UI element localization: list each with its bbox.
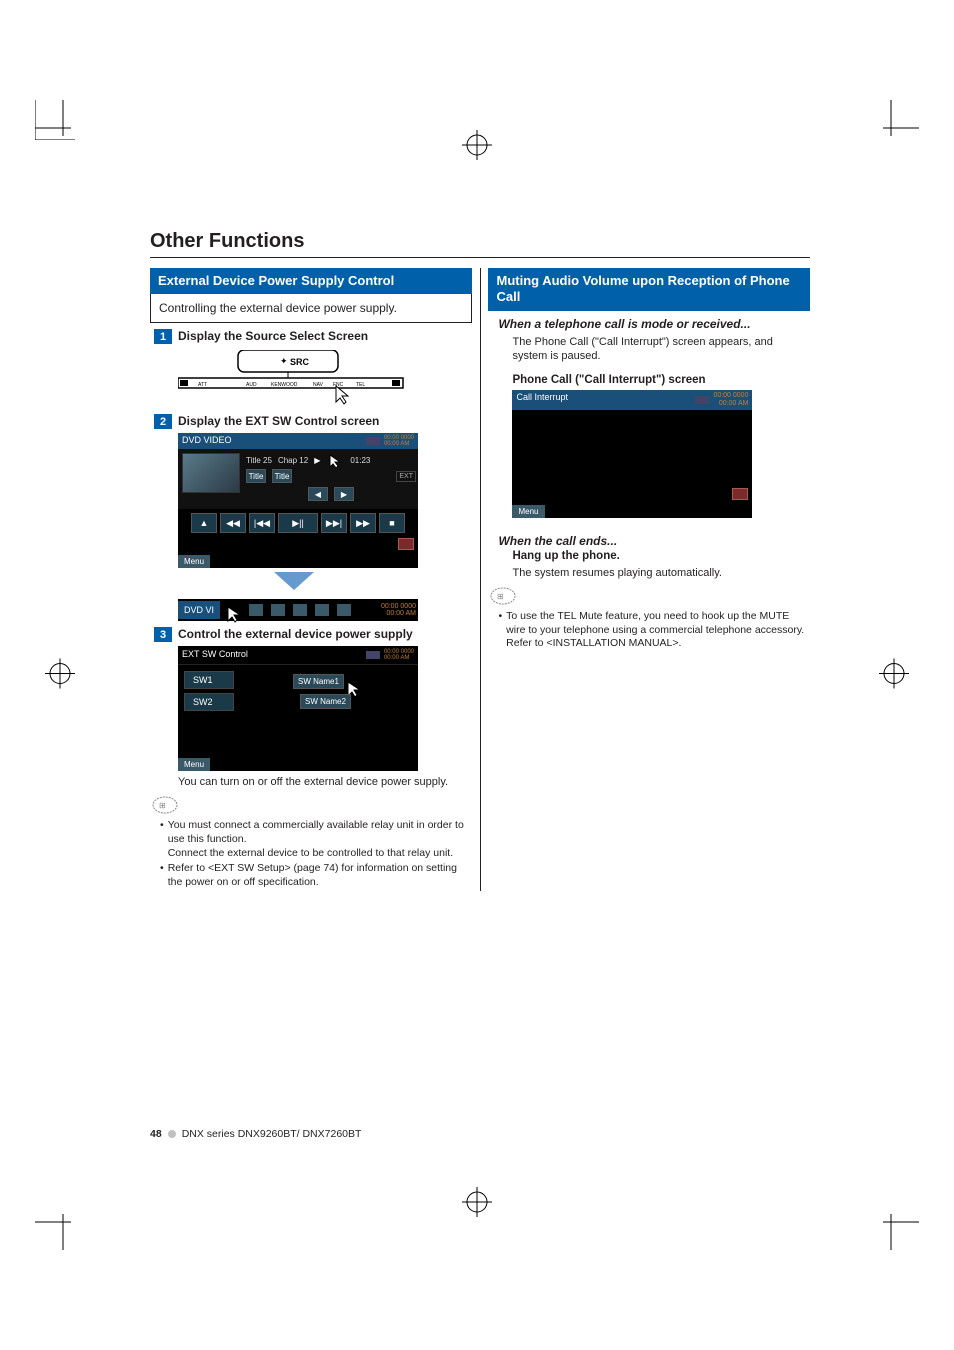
right-column: Muting Audio Volume upon Reception of Ph… [488,268,810,891]
svg-text:KENWOOD: KENWOOD [271,382,298,388]
screen-title: DVD VIDEO [182,435,232,447]
note-text: You must connect a commercially availabl… [168,819,472,860]
step-title: Display the EXT SW Control screen [178,414,379,428]
play-pause-icon[interactable]: ▶|| [278,513,318,533]
sw2-button[interactable]: SW2 [184,693,234,711]
svg-text:FNC: FNC [333,382,344,388]
screen-title: Call Interrupt [516,392,568,407]
note-text: To use the TEL Mute feature, you need to… [506,610,810,651]
step-1: 1 Display the Source Select Screen ✦ SRC… [150,329,472,408]
ext-sw-control-screenshot: EXT SW Control 00:00 0000 00:00 AM SW1 S… [178,646,418,771]
page-title: Other Functions [150,230,810,258]
page-content: Other Functions External Device Power Su… [150,230,810,891]
sw-name-label: SW Name1 [293,674,344,689]
step-result-text: You can turn on or off the external devi… [154,775,468,790]
note-list: •You must connect a commercially availab… [150,819,472,889]
skip-back-icon[interactable]: |◀◀ [249,513,275,533]
ext-badge: EXT [396,471,416,482]
step-number-badge: 2 [154,414,172,429]
note-list: •To use the TEL Mute feature, you need t… [488,610,810,651]
car-icon [695,396,709,404]
dvd-top-bar-screenshot: DVD VI 00:00 0000 00:00 AM [178,599,418,621]
page-number: 48 [150,1128,162,1140]
car-icon [366,651,380,659]
screen-title: EXT SW Control [182,649,248,661]
body-text: The system resumes playing automatically… [488,566,810,581]
step-number-badge: 1 [154,329,172,344]
bar-label: DVD VI [178,601,220,619]
crop-mark [35,100,75,140]
menu-tab[interactable]: Menu [178,555,210,568]
svg-text:AUD: AUD [246,382,257,388]
tool-icon[interactable] [293,604,307,616]
menu-tab[interactable]: Menu [178,758,210,771]
step-2: 2 Display the EXT SW Control screen DVD … [150,414,472,621]
svg-text:NAV: NAV [313,382,324,388]
title-button[interactable]: Title [246,469,266,483]
svg-text:⊞: ⊞ [159,801,166,810]
menu-tab[interactable]: Menu [512,505,544,518]
svg-text:✦: ✦ [280,356,288,366]
page-footer: 48 DNX series DNX9260BT/ DNX7260BT [150,1128,361,1140]
footer-model-text: DNX series DNX9260BT/ DNX7260BT [182,1128,362,1140]
screen-icon[interactable] [732,488,748,500]
call-interrupt-screenshot: Call Interrupt 00:00 0000 00:00 AM Menu [512,390,752,518]
registration-mark [879,659,909,692]
note-icon: ⊞ [152,796,472,817]
video-thumbnail [182,453,240,493]
crop-mark [35,1210,75,1250]
tool-icon[interactable] [249,604,263,616]
svg-text:⊞: ⊞ [497,592,504,601]
note-text: Refer to <EXT SW Setup> (page 74) for in… [168,862,472,889]
down-arrow-icon [274,572,468,595]
two-column-layout: External Device Power Supply Control Con… [150,268,810,891]
subheading: When the call ends... [498,534,810,548]
source-select-diagram: ✦ SRC ATT AUD KENWOOD NAV FNC TEL [178,350,408,408]
registration-mark [462,1187,492,1220]
body-text: The Phone Call ("Call Interrupt") screen… [488,335,810,365]
ffwd-icon[interactable]: ▶▶ [350,513,376,533]
column-divider [480,268,481,891]
src-label: SRC [290,357,310,367]
dvd-video-screenshot: DVD VIDEO 00:00 0000 00:00 AM [178,433,418,568]
svg-text:TEL: TEL [356,382,365,388]
footer-separator-icon [168,1130,176,1138]
sw-name-label: SW Name2 [300,694,351,709]
step-title: Control the external device power supply [178,627,413,641]
prev-chapter-icon[interactable]: ◀ [308,487,328,501]
title-button[interactable]: Title [272,469,292,483]
step-number-badge: 3 [154,627,172,642]
section-heading: External Device Power Supply Control [150,268,472,294]
tool-icon[interactable] [315,604,329,616]
sw1-button[interactable]: SW1 [184,671,234,689]
registration-mark [462,130,492,163]
rewind-icon[interactable]: ◀◀ [220,513,246,533]
section-heading: Muting Audio Volume upon Reception of Ph… [488,268,810,311]
stop-icon[interactable]: ■ [379,513,405,533]
crop-mark [879,1210,919,1250]
note-icon: ⊞ [490,587,810,608]
car-icon [366,437,380,445]
step-title: Display the Source Select Screen [178,329,368,343]
section-intro: Controlling the external device power su… [150,294,472,323]
tool-icon[interactable] [271,604,285,616]
crop-mark [879,100,919,140]
skip-fwd-icon[interactable]: ▶▶| [321,513,347,533]
subheading: When a telephone call is mode or receive… [498,317,810,331]
screen-icon[interactable] [398,538,414,550]
left-column: External Device Power Supply Control Con… [150,268,472,891]
registration-mark [45,659,75,692]
screen-caption: Phone Call ("Call Interrupt") screen [512,374,810,386]
next-chapter-icon[interactable]: ▶ [334,487,354,501]
svg-text:ATT: ATT [198,382,207,388]
step-3: 3 Control the external device power supp… [150,627,472,790]
instruction-bold: Hang up the phone. [512,550,810,562]
eject-icon[interactable]: ▲ [191,513,217,533]
tool-icon[interactable] [337,604,351,616]
